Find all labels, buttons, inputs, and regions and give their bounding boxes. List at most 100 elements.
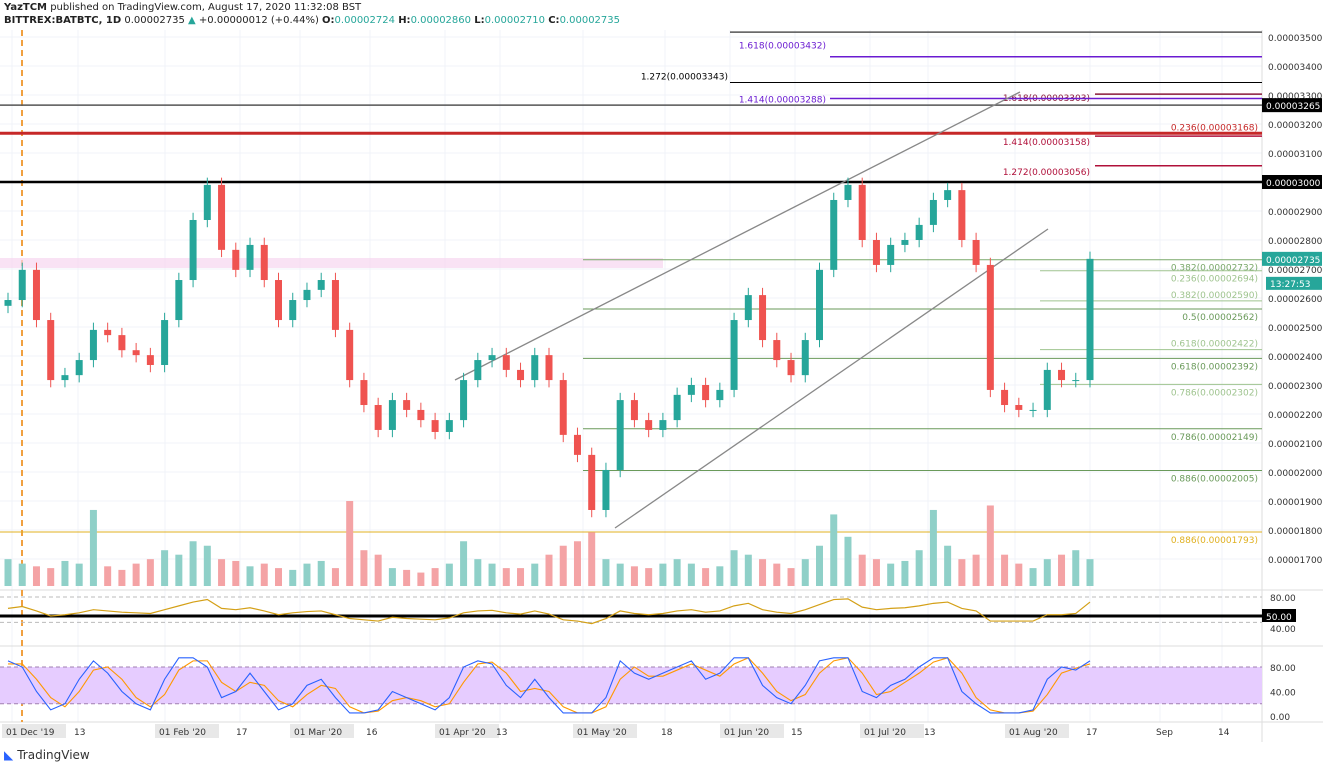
time-label-bg <box>155 724 219 738</box>
candle-body <box>32 269 40 321</box>
price-tick-label: 0.00002800 <box>1268 237 1323 247</box>
candle-body <box>687 385 695 395</box>
volume-bar <box>360 550 368 586</box>
volume-bar <box>545 554 553 586</box>
volume-bar <box>1086 559 1094 586</box>
volume-bar <box>431 568 439 586</box>
candle-body <box>488 355 496 361</box>
fib-level-label: 1.272(0.00003056) <box>1003 168 1090 178</box>
volume-bar <box>929 509 937 586</box>
fib-level-label: 0.618(0.00002422) <box>1171 340 1258 350</box>
price-change: +0.00000012 (+0.44%) <box>198 15 319 26</box>
candle-body <box>18 269 26 301</box>
high-label: H: <box>398 15 411 26</box>
candle-body <box>218 184 226 250</box>
volume-bar <box>118 569 126 586</box>
candle-body <box>744 295 752 321</box>
price-tick-label: 0.00001900 <box>1268 498 1323 508</box>
price-tick-label: 0.00002700 <box>1268 266 1323 276</box>
volume-bar <box>303 563 311 586</box>
volume-bar <box>1043 559 1051 586</box>
candle-body <box>1043 369 1051 410</box>
time-tick-label: 01 Mar '20 <box>294 728 342 738</box>
time-tick-label: 01 Jun '20 <box>724 728 769 738</box>
candle-body <box>1058 369 1066 381</box>
volume-bar <box>1072 550 1080 586</box>
candle-body <box>986 264 994 390</box>
candle-body <box>104 329 112 336</box>
highlight-band <box>0 258 663 268</box>
volume-bar <box>659 563 667 586</box>
candle-body <box>502 355 510 370</box>
channel-lower-line <box>614 228 1049 529</box>
rsi-tick-label: 80.00 <box>1270 594 1296 604</box>
time-tick-label: 01 Apr '20 <box>439 728 486 738</box>
candle-body <box>189 219 197 281</box>
volume-bar <box>488 563 496 586</box>
volume-bar <box>588 532 596 586</box>
volume-bar <box>773 563 781 586</box>
candle-body <box>460 380 468 421</box>
volume-bar <box>858 554 866 586</box>
price-badge <box>1262 98 1322 113</box>
candle-body <box>246 244 254 270</box>
volume-bar <box>816 545 823 586</box>
volume-bar <box>146 559 154 586</box>
volume-bar <box>218 559 226 586</box>
volume-bar <box>1029 568 1037 586</box>
candle-body <box>4 300 12 306</box>
last-price: 0.00002735 <box>124 15 185 26</box>
candle-body <box>1072 380 1080 382</box>
candle-body <box>915 224 923 240</box>
candle-body <box>830 199 838 270</box>
volume-bar <box>346 501 354 586</box>
time-label-bg <box>2 724 66 738</box>
volume-bar <box>1015 563 1023 586</box>
candle-body <box>929 199 937 225</box>
candle-body <box>403 400 411 410</box>
time-label-bg <box>720 724 784 738</box>
candle-body <box>417 409 425 421</box>
candle-body <box>175 280 183 321</box>
time-label-bg <box>1005 724 1069 738</box>
time-tick-label: 18 <box>661 728 673 738</box>
volume-bar <box>32 566 40 586</box>
candle-body <box>289 300 297 321</box>
candle-body <box>146 355 154 365</box>
price-tick-label: 0.00001700 <box>1268 556 1323 566</box>
volume-bar <box>872 559 880 586</box>
volume-bar <box>1058 554 1066 586</box>
volume-bar <box>317 560 325 586</box>
time-tick-label: 01 Aug '20 <box>1009 728 1058 738</box>
volume-bar <box>844 536 852 586</box>
price-badge <box>1262 251 1322 266</box>
volume-bar <box>531 563 539 586</box>
open-value: 0.00002724 <box>334 15 395 26</box>
fib-level-label: 0.786(0.00002302) <box>1171 388 1258 398</box>
volume-bar <box>915 550 923 586</box>
volume-bar <box>687 563 695 586</box>
candle-body <box>545 355 553 381</box>
time-tick-label: 16 <box>366 728 378 738</box>
symbol[interactable]: BITTREX:BATBTC, 1D <box>4 15 122 26</box>
candle-body <box>445 420 453 432</box>
candle-body <box>346 329 354 381</box>
volume-bar <box>403 569 411 586</box>
volume-bar <box>260 563 268 586</box>
price-tick-label: 0.00002600 <box>1268 295 1323 305</box>
volume-bar <box>61 560 69 586</box>
time-tick-label: 01 May '20 <box>577 728 627 738</box>
candle-body <box>47 320 55 381</box>
candle-body <box>1086 258 1094 381</box>
fib-level-label: 0.236(0.00002694) <box>1171 275 1258 285</box>
candle-body <box>374 405 382 430</box>
volume-bar <box>275 568 282 586</box>
stoch-d-line <box>8 657 1091 714</box>
tradingview-logo[interactable]: ◣ TradingView <box>4 748 90 762</box>
volume-bar <box>901 560 909 586</box>
volume-bar <box>887 563 895 586</box>
fib-level-label: 1.414(0.00003288) <box>739 95 826 105</box>
candle-body <box>517 369 525 381</box>
time-tick-label: Sep <box>1156 728 1173 738</box>
